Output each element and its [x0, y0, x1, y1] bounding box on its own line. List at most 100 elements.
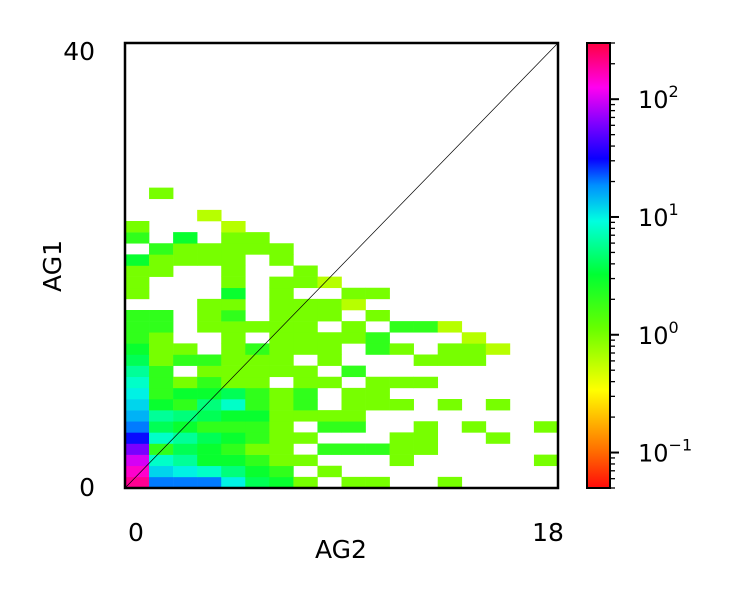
heatmap-cell [149, 265, 174, 277]
heatmap-cell [173, 376, 198, 389]
heatmap-cell [125, 399, 150, 411]
heatmap-cell [125, 321, 150, 333]
heatmap-cell [341, 387, 366, 400]
heatmap-cell [149, 310, 174, 322]
heatmap-cell [245, 465, 270, 478]
heatmap-cell [125, 310, 150, 322]
heatmap-cell [533, 421, 558, 433]
heatmap-cell [173, 454, 198, 467]
heatmap-cell [221, 465, 246, 478]
heatmap-cell [365, 332, 390, 344]
heatmap-cell [245, 399, 270, 411]
heatmap-cell [365, 476, 390, 488]
heatmap-cell [197, 321, 222, 333]
heatmap-cell [221, 298, 246, 311]
heatmap-cell [245, 365, 270, 378]
heatmap-cell [293, 276, 318, 289]
y-tick-label-top: 40 [63, 37, 95, 66]
heatmap-cell [197, 209, 222, 222]
heatmap-cell [149, 343, 174, 355]
heatmap-cell [269, 387, 294, 400]
heatmap-cell [245, 343, 270, 355]
heatmap-cell [221, 399, 246, 411]
heatmap-cell [173, 432, 198, 444]
heatmap-cell [341, 332, 366, 344]
heatmap-cell [245, 376, 270, 389]
heatmap-cell [125, 221, 150, 233]
heatmap-cell [149, 432, 174, 444]
heatmap-cell [197, 310, 222, 322]
heatmap-cell [149, 476, 174, 488]
heatmap-cell [317, 410, 342, 422]
heatmap-cell [125, 465, 150, 478]
heatmap-cell [173, 243, 198, 255]
heatmap-cell [149, 354, 174, 366]
heatmap-cell [269, 343, 294, 355]
heatmap-cell [293, 265, 318, 277]
heatmap-cell [293, 399, 318, 411]
heatmap-cell [221, 321, 246, 333]
heatmap-cell [149, 465, 174, 478]
colorbar [586, 42, 611, 489]
heatmap-cell [221, 454, 246, 467]
heatmap-cell [437, 343, 463, 355]
heatmap-cell [485, 399, 511, 411]
heatmap-cell [293, 454, 318, 467]
heatmap-cell [173, 343, 198, 355]
heatmap-cell [197, 365, 222, 378]
heatmap-cell [437, 354, 463, 366]
heatmap-cell [221, 365, 246, 378]
colorbar-labels: 10−1 100 101 102 [638, 82, 692, 467]
heatmap-cell [149, 387, 174, 400]
heatmap-cell [221, 287, 246, 300]
heatmap-cell [221, 421, 246, 433]
heatmap-cell [245, 410, 270, 422]
heatmap-cell [197, 465, 222, 478]
heatmap-cell [341, 410, 366, 422]
heatmap-cell [221, 432, 246, 444]
heatmap-cell [293, 343, 318, 355]
heatmap-cell [269, 399, 294, 411]
colorbar-tick-label: 101 [638, 200, 679, 232]
heatmap-cell [197, 476, 222, 488]
x-tick-label-right: 18 [532, 518, 564, 547]
heatmap-cell [149, 410, 174, 422]
heatmap-cell [221, 410, 246, 422]
heatmap-cell [221, 276, 246, 289]
heatmap-cell [293, 321, 318, 333]
heatmap-cell [245, 232, 270, 244]
heatmap-cell [365, 376, 390, 389]
heatmap-cell [389, 432, 414, 444]
heatmap-cell [125, 254, 150, 266]
heatmap-cell [365, 287, 390, 300]
heatmap-cell [221, 221, 246, 233]
heatmap-cell [269, 298, 294, 311]
heatmap-cell [197, 354, 222, 366]
heatmap-cell [149, 376, 174, 389]
heatmap-cell [269, 443, 294, 455]
heatmap-cell [533, 454, 558, 467]
heatmap-cell [293, 432, 318, 444]
heatmap-cell [149, 187, 174, 200]
colorbar-tick-label: 100 [638, 318, 679, 350]
heatmap-cell [197, 410, 222, 422]
heatmap-cell [341, 365, 366, 378]
heatmap-cell [317, 332, 342, 344]
heatmap-cell [125, 232, 150, 244]
heatmap-cell [269, 332, 294, 344]
heatmap-cell [293, 410, 318, 422]
heatmap-cell [197, 376, 222, 389]
heatmap-cell [293, 298, 318, 311]
heatmap-cell [317, 354, 342, 366]
heatmap-cell [269, 276, 294, 289]
heatmap-cell [413, 432, 439, 444]
heatmap-cell [461, 354, 487, 366]
heatmap-cell [317, 421, 342, 433]
heatmap-cell [245, 421, 270, 433]
heatmap-cell [173, 410, 198, 422]
heatmap-cell [437, 476, 463, 488]
plot-frame [123, 41, 560, 490]
heatmap-cell [365, 387, 390, 400]
heatmap-cell [269, 354, 294, 366]
heatmap-cell [221, 232, 246, 244]
